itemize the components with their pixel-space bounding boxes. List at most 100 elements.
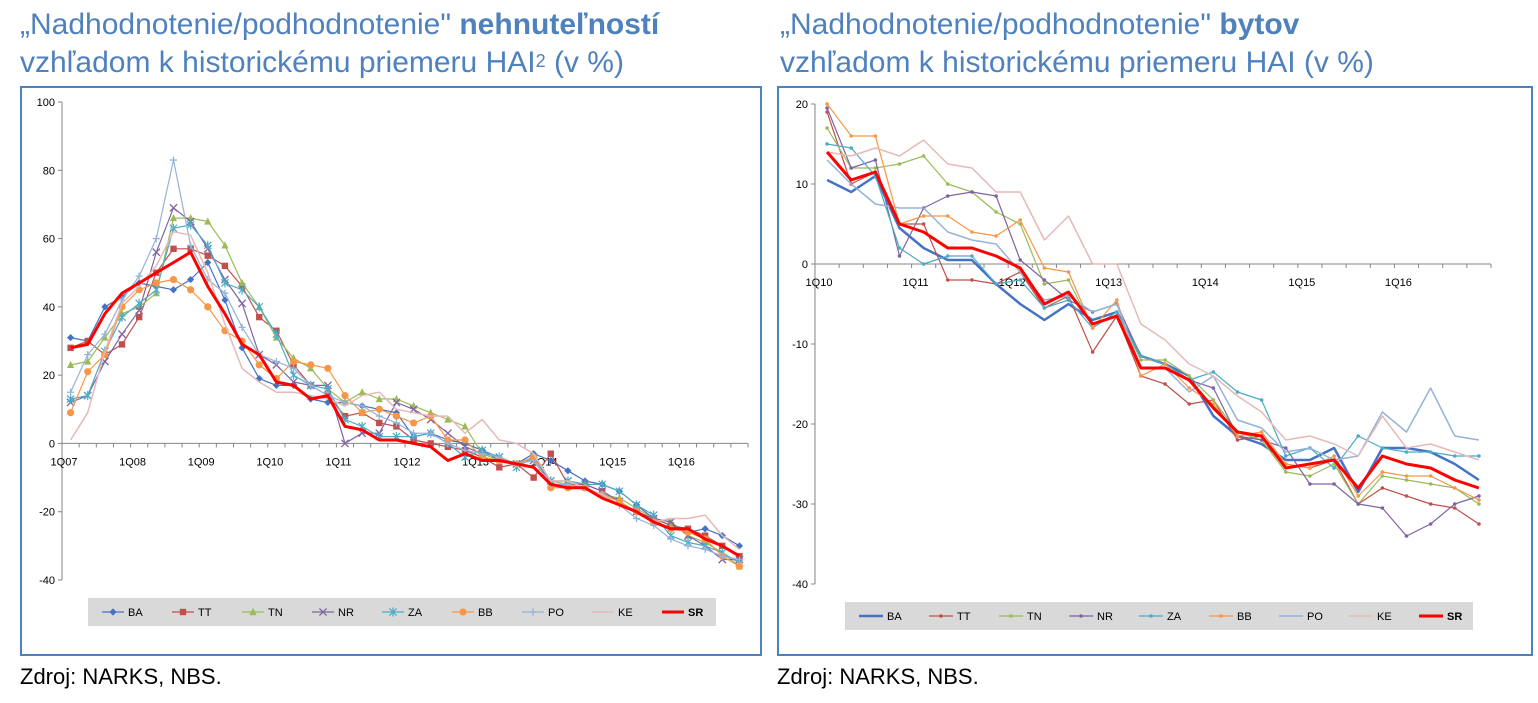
data-point-tt xyxy=(945,278,950,282)
legend-label-ba: BA xyxy=(887,611,902,623)
legend-item-sr: SR xyxy=(662,607,703,619)
data-point-bb xyxy=(1042,266,1047,270)
data-point-za xyxy=(220,278,229,288)
legend-marker-ba xyxy=(109,608,117,616)
data-point-bb xyxy=(169,275,178,284)
legend-marker-tn xyxy=(249,607,257,616)
series-po xyxy=(66,156,744,564)
data-point-bb xyxy=(392,412,401,420)
data-point-tt xyxy=(204,252,211,259)
left-title-prefix: „Nadhodnotenie/podhodnotenie" xyxy=(20,8,460,41)
legend-item-bb: BB xyxy=(452,607,493,619)
data-point-za xyxy=(970,254,974,258)
data-point-nr xyxy=(1332,482,1336,486)
data-point-nr xyxy=(873,158,878,162)
data-point-nr xyxy=(443,429,452,438)
data-point-nr xyxy=(1428,522,1433,526)
data-point-ba xyxy=(169,286,178,294)
right-chart-frame: -40 -30 -20 -10 0 10 20 1Q10 1Q11 1Q12 1Q13 1Q14 1Q1… xyxy=(777,86,1533,656)
data-point-za xyxy=(186,220,195,230)
data-point-po xyxy=(221,289,229,297)
series-line-po xyxy=(70,159,740,561)
y-tick-label: 20 xyxy=(796,99,808,111)
data-point-po xyxy=(478,450,486,458)
data-point-nr xyxy=(1380,506,1385,510)
data-point-nr xyxy=(1452,502,1457,506)
data-point-bb xyxy=(825,102,829,106)
right-title-prefix: „Nadhodnotenie/podhodnotenie" xyxy=(780,8,1220,41)
data-point-za xyxy=(1428,450,1433,454)
series-line-sr xyxy=(825,151,1480,490)
data-point-bb xyxy=(358,409,366,417)
legend-item-tn: TN xyxy=(999,611,1042,623)
data-point-bb xyxy=(1477,498,1481,502)
data-point-tt xyxy=(921,222,926,226)
data-point-za xyxy=(83,391,92,401)
left-title-bold: nehnuteľností xyxy=(459,8,660,41)
legend-item-po: PO xyxy=(522,607,564,619)
legend-item-ke: KE xyxy=(592,607,633,619)
data-point-bb xyxy=(1404,474,1409,478)
legend-marker-bb xyxy=(459,608,467,616)
data-point-po xyxy=(272,357,280,366)
data-point-nr xyxy=(1477,494,1481,498)
data-point-nr xyxy=(849,166,854,170)
data-point-po xyxy=(66,388,75,396)
y-tick-label: -40 xyxy=(792,579,808,591)
x-tick-label: 1Q10 xyxy=(256,456,283,468)
series-line-bb xyxy=(826,103,1480,501)
data-point-bb xyxy=(1308,466,1312,470)
data-point-tt xyxy=(67,344,74,352)
data-point-za xyxy=(921,262,926,266)
data-point-ba xyxy=(735,542,744,550)
y-tick-label: -20 xyxy=(792,419,808,431)
legend-label-po: PO xyxy=(1307,611,1323,623)
data-point-za xyxy=(255,302,264,312)
series-line-po xyxy=(826,159,1480,461)
data-point-za xyxy=(615,486,624,496)
data-point-bb xyxy=(341,392,349,400)
data-point-bb xyxy=(1163,362,1167,366)
data-point-po xyxy=(187,241,195,249)
y-tick-label: -40 xyxy=(39,575,55,587)
data-point-ba xyxy=(101,303,109,311)
y-tick-label: 0 xyxy=(49,438,55,450)
x-tick-label: 1Q15 xyxy=(599,456,626,468)
data-point-za xyxy=(897,246,902,250)
data-point-za xyxy=(323,384,332,394)
legend-marker-bb xyxy=(1219,614,1223,618)
legend-label-bb: BB xyxy=(478,607,493,619)
data-point-nr xyxy=(1211,386,1216,390)
data-point-po xyxy=(427,429,435,437)
legend-marker-po xyxy=(529,608,537,616)
legend-item-sr: SR xyxy=(1419,611,1462,623)
data-point-za xyxy=(1211,370,1216,374)
data-point-po xyxy=(135,272,143,280)
data-point-ba xyxy=(324,398,332,407)
data-point-po xyxy=(632,514,641,523)
legend-marker-nr xyxy=(1079,614,1083,618)
legend-item-po: PO xyxy=(1279,611,1323,623)
legend-label-tn: TN xyxy=(1027,611,1042,623)
data-point-za xyxy=(649,510,658,520)
data-point-ba xyxy=(66,333,75,342)
data-point-po xyxy=(358,402,366,410)
left-source-note: Zdroj: NARKS, NBS. xyxy=(20,664,222,689)
data-point-bb xyxy=(187,286,195,294)
data-point-nr xyxy=(1283,446,1288,450)
legend-marker-tn xyxy=(1009,614,1013,618)
data-point-bb xyxy=(307,361,315,369)
data-point-nr xyxy=(135,306,144,315)
data-point-po xyxy=(101,330,109,338)
data-point-bb xyxy=(409,419,418,427)
x-tick-label: 1Q07 xyxy=(51,456,78,468)
data-point-za xyxy=(1404,450,1409,454)
data-point-tn xyxy=(1283,470,1288,474)
legend-item-ba: BA xyxy=(102,607,143,619)
data-point-za xyxy=(1452,454,1457,458)
data-point-tn xyxy=(221,241,229,249)
data-point-tn xyxy=(1211,398,1216,402)
series-sr xyxy=(70,250,741,558)
data-point-bb xyxy=(994,234,998,238)
data-point-tn xyxy=(1139,358,1143,362)
